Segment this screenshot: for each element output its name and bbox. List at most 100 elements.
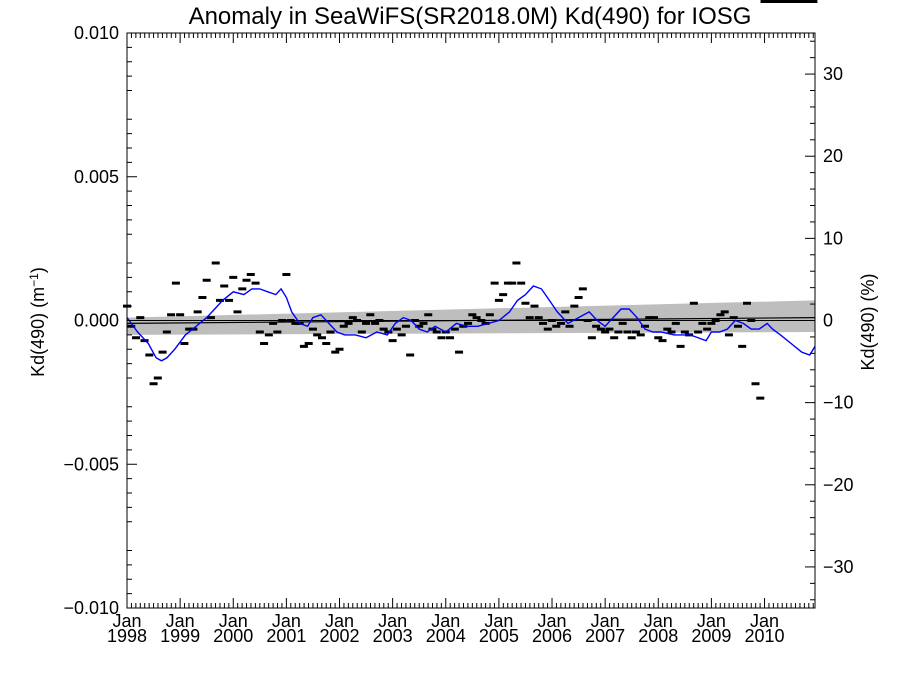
monthly-anomaly-mark [543, 327, 552, 331]
monthly-anomaly-mark [246, 273, 255, 276]
x-tick-year-label: 2009 [691, 626, 731, 646]
monthly-anomaly-mark [738, 344, 747, 348]
monthly-anomaly-mark [371, 321, 380, 325]
monthly-anomaly-mark [437, 336, 446, 340]
x-tick-month-label: Jan [112, 611, 141, 631]
monthly-anomaly-mark [185, 327, 194, 331]
monthly-anomaly-mark [384, 330, 393, 334]
monthly-anomaly-mark [596, 327, 605, 331]
monthly-anomaly-mark [335, 347, 344, 351]
monthly-anomaly-mark [654, 336, 663, 340]
monthly-anomaly-mark [406, 353, 415, 357]
monthly-anomaly-mark [238, 287, 247, 291]
monthly-anomaly-mark [273, 330, 282, 334]
monthly-anomaly-mark [773, 0, 782, 3]
monthly-anomaly-mark [424, 313, 433, 317]
monthly-anomaly-mark [401, 324, 410, 328]
monthly-anomaly-mark [787, 0, 796, 3]
monthly-anomaly-mark [525, 316, 534, 320]
monthly-anomaly-mark [153, 376, 162, 380]
x-tick-year-label: 1998 [107, 626, 147, 646]
x-tick-year-label: 2008 [638, 626, 678, 646]
monthly-anomaly-mark [140, 339, 149, 343]
monthly-anomaly-mark [308, 327, 317, 331]
monthly-anomaly-mark [331, 350, 340, 354]
chart-title: Anomaly in SeaWiFS(SR2018.0M) Kd(490) fo… [189, 3, 752, 30]
monthly-anomaly-mark [724, 333, 733, 337]
monthly-anomaly-mark [419, 321, 428, 325]
monthly-anomaly-mark [291, 321, 300, 325]
monthly-anomaly-mark [791, 0, 800, 3]
monthly-anomaly-mark [450, 327, 459, 331]
monthly-anomaly-mark [583, 319, 592, 322]
monthly-anomaly-mark [344, 321, 353, 325]
monthly-anomaly-mark [206, 316, 215, 320]
monthly-anomaly-mark [317, 336, 326, 340]
monthly-anomaly-mark [225, 298, 234, 302]
monthly-anomaly-mark [379, 327, 388, 331]
y-left-tick-label: −0.005 [63, 454, 119, 474]
monthly-anomaly-mark [375, 319, 384, 322]
x-tick-month-label: Jan [431, 611, 460, 631]
y-right-tick-label: −30 [823, 557, 854, 577]
y-axis-left-label: Kd(490) (m−1) [27, 267, 48, 377]
monthly-anomaly-mark [764, 0, 773, 3]
monthly-anomaly-mark [747, 319, 756, 322]
monthly-anomaly-mark [455, 350, 464, 354]
x-tick-month-label: Jan [272, 611, 301, 631]
monthly-anomaly-mark [392, 327, 401, 331]
monthly-anomaly-mark [694, 330, 703, 334]
x-tick-month-label: Jan [378, 611, 407, 631]
monthly-anomaly-mark [534, 316, 543, 320]
x-tick-year-label: 2000 [213, 626, 253, 646]
monthly-anomaly-mark [432, 330, 441, 334]
monthly-anomaly-mark [304, 342, 313, 345]
monthly-anomaly-mark [716, 313, 725, 317]
monthly-anomaly-mark [490, 281, 499, 285]
monthly-anomaly-mark [733, 324, 742, 328]
monthly-anomaly-mark [769, 0, 778, 3]
x-tick-year-label: 2006 [532, 626, 572, 646]
monthly-anomaly-mark [348, 316, 357, 320]
monthly-anomaly-mark [601, 330, 610, 334]
x-tick-month-label: Jan [166, 611, 195, 631]
monthly-anomaly-mark [618, 321, 627, 325]
monthly-anomaly-mark [132, 336, 141, 340]
monthly-anomaly-mark [472, 316, 481, 320]
monthly-anomaly-mark [667, 330, 676, 334]
monthly-anomaly-mark [313, 333, 322, 337]
monthly-anomaly-mark [485, 313, 494, 317]
monthly-anomaly-mark [286, 319, 295, 322]
monthly-anomaly-mark [299, 344, 308, 348]
monthly-anomaly-mark [538, 321, 547, 325]
monthly-anomaly-mark [698, 321, 707, 325]
monthly-anomaly-mark [198, 296, 207, 299]
monthly-anomaly-mark [517, 281, 526, 285]
x-tick-year-label: 2005 [479, 626, 519, 646]
monthly-anomaly-mark [512, 261, 521, 265]
x-tick-month-label: Jan [484, 611, 513, 631]
y-right-tick-label: −20 [823, 475, 854, 495]
y-left-tick-label: 0.010 [74, 23, 119, 43]
monthly-anomaly-mark [680, 330, 689, 334]
monthly-anomaly-mark [610, 336, 619, 340]
monthly-anomaly-mark [663, 327, 672, 331]
monthly-anomaly-mark [202, 278, 211, 282]
monthly-anomaly-mark [650, 316, 659, 320]
monthly-anomaly-mark [578, 287, 587, 291]
trend-confidence-band [127, 300, 815, 335]
monthly-anomaly-mark [640, 324, 649, 328]
monthly-anomaly-mark [557, 321, 566, 325]
monthly-anomaly-mark [428, 327, 437, 331]
monthly-anomaly-mark [229, 275, 238, 279]
monthly-anomaly-mark [233, 310, 242, 314]
monthly-anomaly-mark [264, 333, 273, 337]
monthly-anomaly-mark [127, 324, 136, 328]
monthly-anomaly-mark [530, 304, 539, 308]
x-tick-year-label: 2004 [426, 626, 466, 646]
monthly-anomaly-mark [260, 342, 269, 345]
monthly-anomaly-mark [322, 342, 331, 345]
monthly-anomaly-mark [477, 319, 486, 322]
monthly-anomaly-mark [565, 324, 574, 328]
